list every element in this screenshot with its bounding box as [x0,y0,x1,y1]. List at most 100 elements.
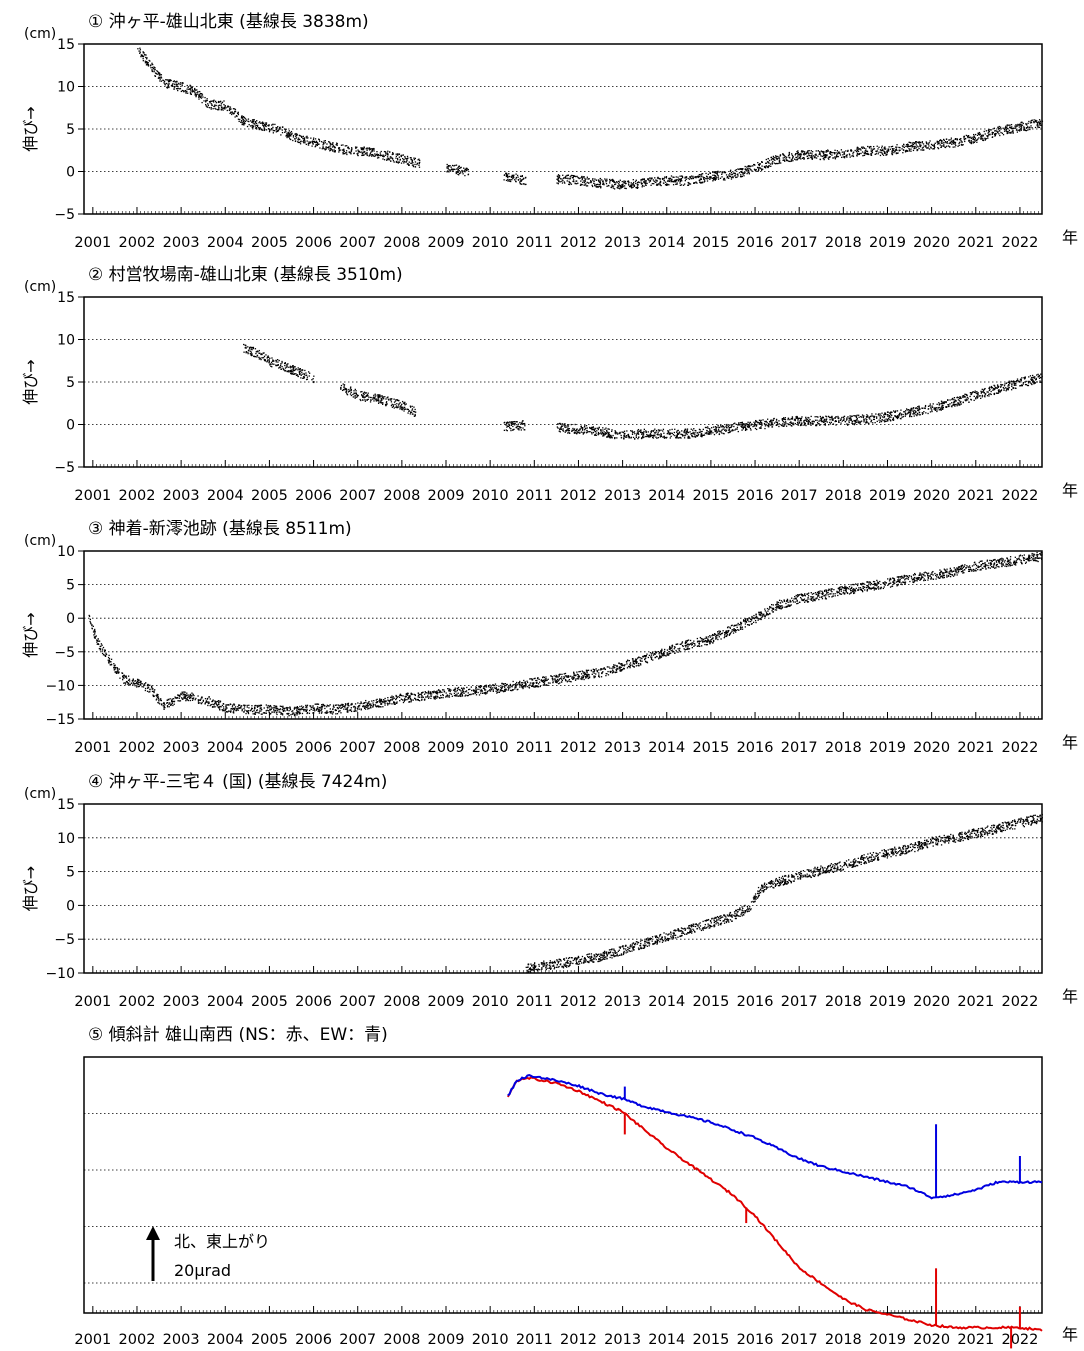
data-point [572,175,574,177]
data-point [292,139,294,142]
data-point [360,147,362,149]
data-point [810,415,812,418]
data-point [891,152,893,154]
data-point [223,103,225,106]
data-point [159,73,161,75]
data-point [597,179,600,181]
data-point [610,436,613,438]
data-point [735,423,737,426]
data-point [885,418,887,420]
data-point [272,129,274,132]
data-point [716,172,718,174]
data-point [295,135,297,138]
data-point [744,423,746,425]
data-point [868,417,870,419]
data-point [292,371,294,373]
data-point [922,146,924,149]
data-point [876,420,878,423]
data-point [346,145,348,147]
data-point [953,141,955,144]
data-point [195,89,197,91]
data-point [853,414,855,417]
data-point [800,423,802,425]
data-point [391,406,394,408]
data-point [455,171,457,173]
data-point [700,178,702,181]
data-point [659,182,661,184]
data-point [916,145,918,147]
data-point [728,175,730,177]
data-point [841,420,843,422]
data-point [913,147,915,150]
data-point [817,150,820,152]
data-point [690,428,692,430]
data-point [284,362,286,365]
data-point [949,399,951,401]
data-point [256,354,259,357]
data-point [297,137,300,139]
data-point [896,146,898,148]
data-point [791,422,794,424]
data-point [958,400,961,402]
data-point [194,93,196,95]
data-point [683,430,686,432]
data-point [222,107,224,109]
data-point [728,429,730,431]
data-point [208,101,211,103]
data-point [684,177,686,179]
data-point [210,108,212,110]
data-point [462,170,464,172]
data-point [988,129,990,131]
data-point [885,148,887,150]
data-point [300,135,302,137]
data-point [830,151,833,154]
data-point [593,182,595,184]
data-point [693,436,695,438]
data-point [775,155,777,157]
data-point [574,423,576,426]
data-point [781,425,784,427]
data-point [391,157,393,159]
data-point [681,180,683,182]
data-point [803,421,805,424]
data-point [578,429,580,432]
data-point [184,89,187,92]
data-point [1011,127,1013,130]
data-point [286,134,288,136]
data-point [652,434,655,437]
data-point [1039,122,1041,124]
data-point [776,158,779,160]
data-point [854,422,856,424]
data-point [373,150,375,152]
data-point [299,369,301,371]
data-point [380,399,382,401]
data-point [255,128,258,130]
data-point [797,423,799,425]
data-point [599,177,602,180]
data-point [151,62,153,64]
data-point [630,186,633,188]
data-point [147,63,150,66]
data-point [880,147,883,149]
data-point [810,423,812,425]
data-point [139,47,141,49]
data-point [823,423,825,426]
data-point [562,430,565,432]
data-point [1023,128,1026,131]
data-point [731,176,733,179]
data-point [673,176,675,178]
data-point [755,428,758,431]
data-point [1003,128,1006,131]
data-point [195,94,197,96]
data-point [999,126,1002,128]
data-point [220,109,223,111]
data-point [954,405,956,407]
data-point [366,399,368,401]
data-point [208,107,211,109]
data-point [741,168,743,170]
data-point [867,416,869,418]
data-point [869,145,872,148]
data-point [685,176,688,178]
data-point [744,426,746,428]
data-point [637,186,639,189]
